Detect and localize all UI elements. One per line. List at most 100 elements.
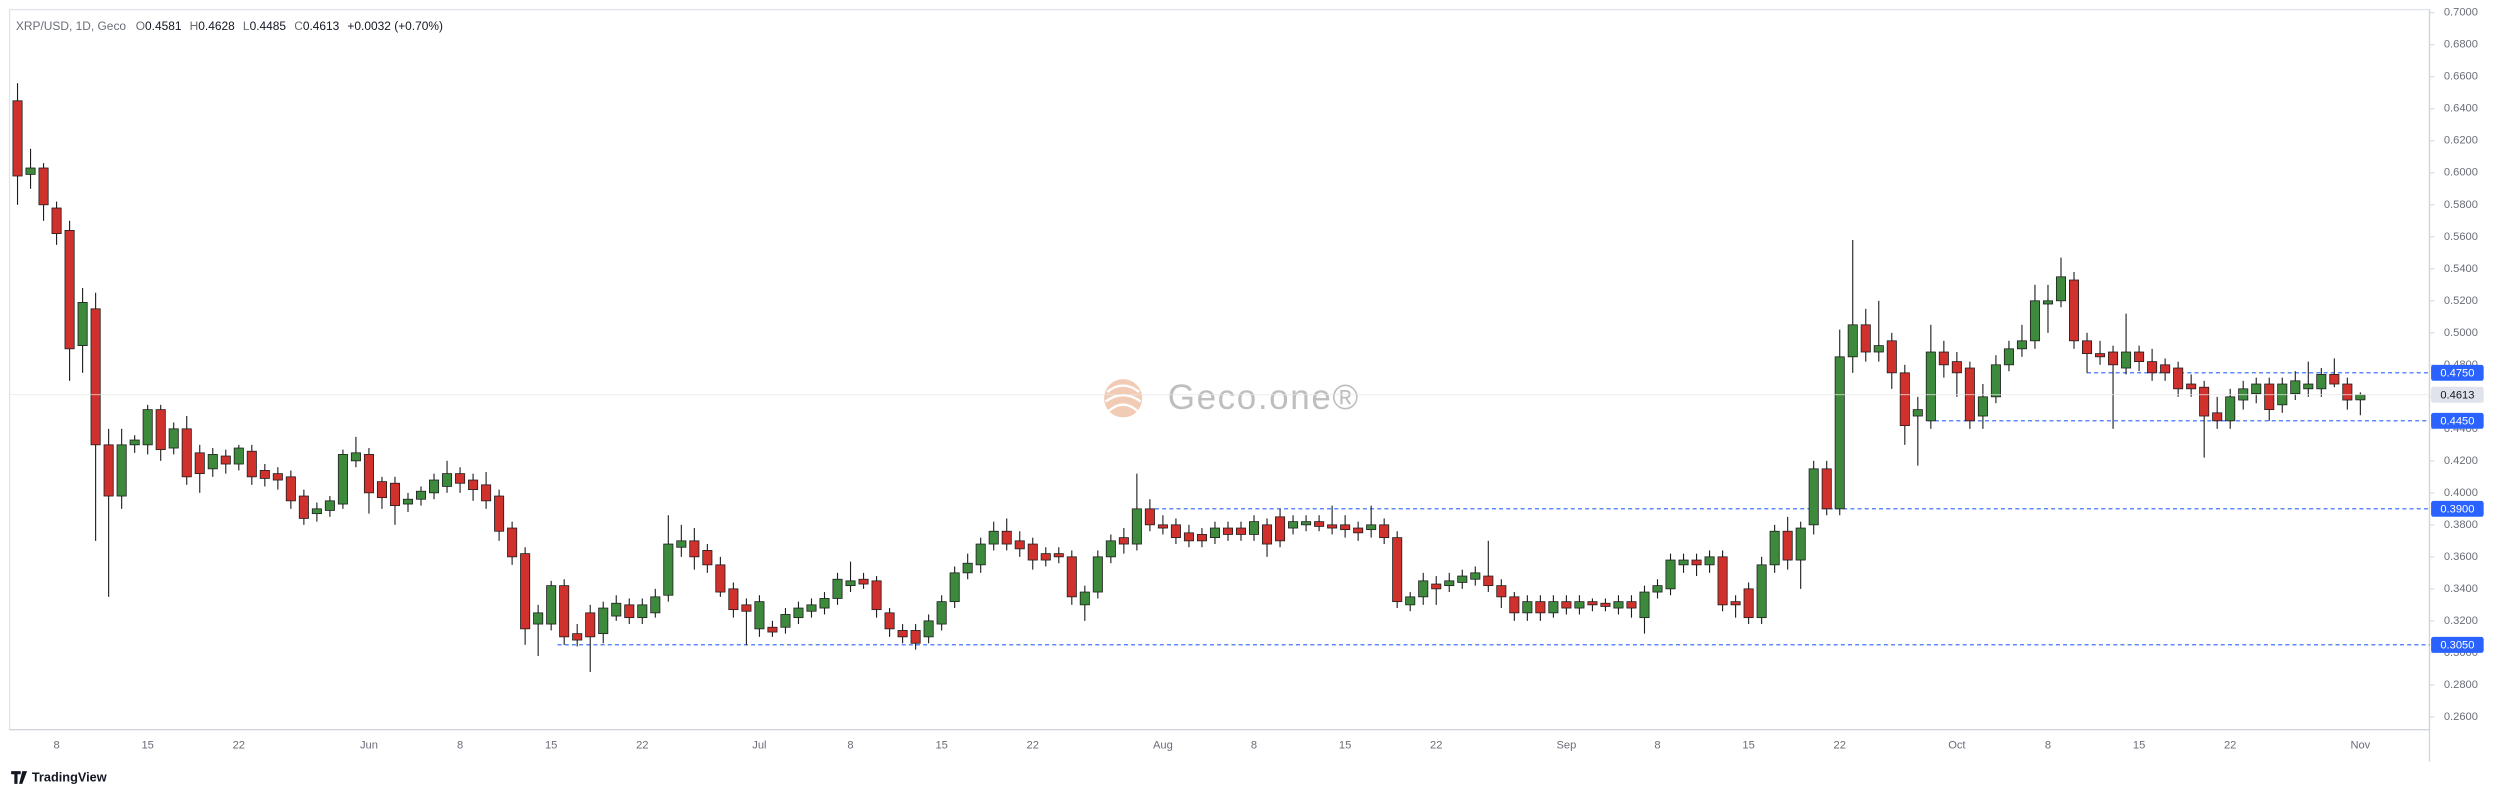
- candle-body: [923, 620, 934, 638]
- candle-body: [402, 498, 414, 505]
- candle-body: [1366, 524, 1377, 531]
- symbol: XRP/USD, 1D, Geco: [16, 19, 126, 33]
- y-tick-label: 0.6000: [2444, 167, 2478, 179]
- candle-body: [1092, 556, 1103, 593]
- candle-body: [363, 454, 374, 494]
- candle-body: [1275, 516, 1286, 542]
- y-tick-label: 0.4200: [2444, 455, 2478, 467]
- x-tick-label: Sep: [1556, 740, 1576, 752]
- candle-body: [1912, 409, 1923, 417]
- y-tick-label: 0.5800: [2444, 199, 2478, 211]
- candle-body: [246, 450, 257, 478]
- candle-body: [988, 530, 999, 545]
- candle-body: [455, 473, 466, 484]
- x-tick-label: 22: [1430, 740, 1442, 752]
- candle-body: [1626, 601, 1637, 609]
- candle-body: [1053, 553, 1064, 558]
- candle-body: [1756, 564, 1767, 619]
- candle-body: [1847, 324, 1858, 358]
- x-tick-label: 15: [2133, 740, 2145, 752]
- level-label: 0.3900: [2440, 504, 2474, 516]
- x-tick-label: 15: [1339, 740, 1351, 752]
- x-tick-label: 8: [1654, 740, 1660, 752]
- candle-body: [767, 626, 778, 633]
- candle-body: [780, 614, 791, 628]
- candle-body: [1131, 508, 1142, 545]
- candle-body: [1808, 468, 1819, 526]
- candle-body: [1327, 524, 1338, 529]
- candle-body: [1314, 521, 1325, 527]
- candle-body: [2186, 383, 2197, 390]
- candle-body: [1105, 540, 1116, 558]
- candle-body: [1704, 556, 1715, 566]
- candle-body: [858, 578, 869, 585]
- x-tick-label: 8: [1251, 740, 1257, 752]
- candle-body: [1157, 524, 1168, 529]
- candle-body: [51, 207, 62, 235]
- candle-body: [1418, 580, 1429, 598]
- candle-body: [741, 604, 752, 612]
- candle-body: [1522, 601, 1533, 614]
- candle-body: [2264, 383, 2275, 411]
- candle-body: [1249, 521, 1260, 535]
- candle-body: [507, 527, 518, 558]
- candle-body: [2095, 353, 2106, 358]
- candle-body: [1222, 527, 1234, 535]
- candle-body: [754, 601, 765, 630]
- y-tick-label: 0.6600: [2444, 71, 2478, 83]
- candle-body: [2199, 386, 2210, 417]
- candle-body: [650, 596, 661, 614]
- y-tick-label: 0.6200: [2444, 135, 2478, 147]
- candle-body: [2290, 380, 2301, 395]
- candle-body: [1444, 580, 1455, 587]
- candle-body: [2225, 396, 2236, 422]
- candle-body: [611, 602, 622, 617]
- candle-body: [64, 230, 75, 350]
- candle-body: [481, 484, 492, 502]
- y-tick-label: 0.6800: [2444, 39, 2478, 51]
- candle-body: [2082, 340, 2093, 355]
- candle-body: [1782, 530, 1793, 561]
- candle-body: [1639, 591, 1650, 619]
- candle-body: [2251, 383, 2262, 395]
- candles: [12, 83, 2366, 673]
- candle-body: [1600, 602, 1611, 607]
- watermark-text: Geco.one®: [1168, 378, 1360, 417]
- candle-body: [324, 500, 335, 511]
- field-key: L: [243, 19, 250, 33]
- candle-body: [2173, 367, 2184, 390]
- candle-body: [585, 612, 596, 638]
- candle-body: [1405, 596, 1416, 606]
- candle-body: [155, 409, 166, 451]
- candle-body: [220, 455, 231, 465]
- candle-body: [1470, 572, 1481, 580]
- field-key: O: [136, 19, 145, 33]
- candle-body: [1925, 351, 1936, 422]
- candle-body: [845, 580, 856, 587]
- candle-body: [884, 612, 895, 630]
- candle-body: [272, 473, 283, 481]
- candle-body: [194, 452, 205, 475]
- candle-body: [975, 543, 986, 566]
- candle-body: [806, 604, 817, 612]
- candle-body: [207, 454, 218, 470]
- candle-body: [715, 564, 726, 593]
- candle-body: [1743, 588, 1754, 619]
- candle-body: [1509, 596, 1520, 614]
- x-tick-label: 8: [2045, 740, 2051, 752]
- candle-body: [311, 508, 322, 515]
- level-label: 0.3050: [2440, 640, 2474, 652]
- candle-body: [2042, 300, 2053, 305]
- x-tick-label: Jul: [752, 740, 766, 752]
- candle-body: [1014, 540, 1025, 550]
- x-tick-label: 22: [2224, 740, 2236, 752]
- y-tick-label: 0.4000: [2444, 487, 2478, 499]
- x-tick-label: 8: [847, 740, 853, 752]
- candle-body: [2134, 351, 2145, 363]
- field-key: C: [294, 19, 303, 33]
- candle-body: [1027, 543, 1038, 561]
- candle-body: [2147, 361, 2158, 374]
- x-tick-label: 22: [233, 740, 245, 752]
- candle-body: [2212, 412, 2223, 422]
- candle-body: [2121, 351, 2132, 369]
